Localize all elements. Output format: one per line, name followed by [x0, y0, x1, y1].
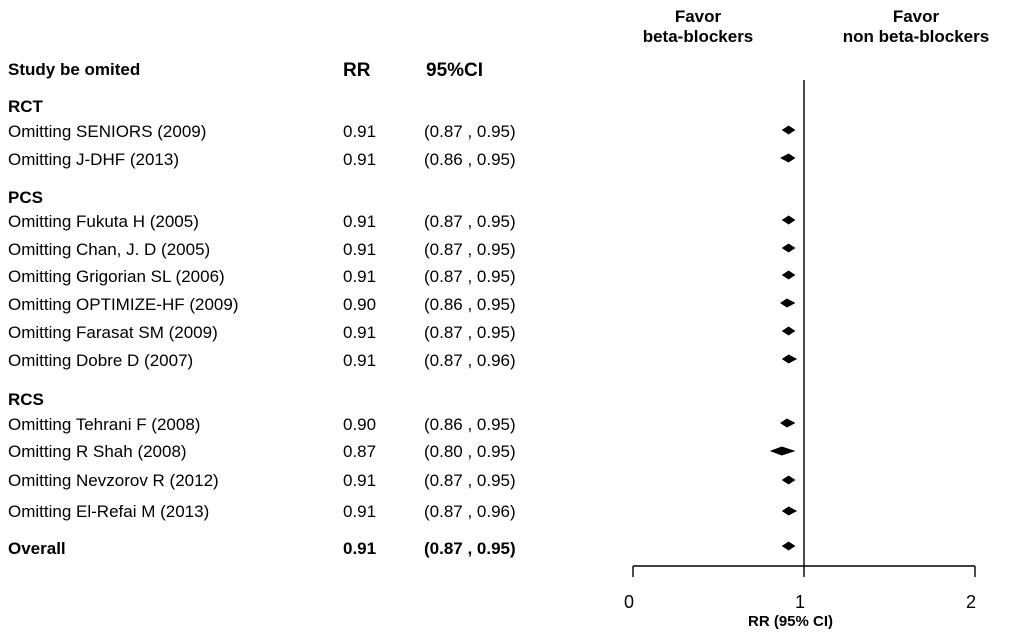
- rr-ci-marker: [780, 153, 796, 163]
- favor-right-line-2: non beta-blockers: [842, 27, 990, 46]
- study-label: Omitting El-Refai M (2013): [8, 502, 210, 521]
- rr-value: 0.91: [343, 267, 377, 286]
- favor-beta-blockers-label: Favor beta-blockers: [610, 7, 786, 47]
- group-label-pcs: PCS: [8, 188, 43, 207]
- rr-value: 0.91: [343, 150, 377, 169]
- favor-right-line-1: Favor: [892, 7, 940, 26]
- x-tick-label: 0: [624, 592, 634, 612]
- rr-ci-marker: [780, 298, 796, 308]
- forest-markers: [769, 125, 798, 551]
- study-label: Omitting SENIORS (2009): [8, 122, 207, 141]
- study-label: Omitting Dobre D (2007): [8, 351, 194, 370]
- ci-value: (0.80 , 0.95): [424, 442, 516, 461]
- ci-value: (0.87 , 0.95): [424, 471, 516, 490]
- ci-value: (0.87 , 0.95): [424, 122, 516, 141]
- ci-value: (0.87 , 0.96): [424, 351, 516, 370]
- ci-value: (0.87 , 0.95): [424, 240, 516, 259]
- overall-ci-value: (0.87 , 0.95): [424, 539, 516, 558]
- study-label: Omitting Nevzorov R (2012): [8, 471, 219, 490]
- x-axis-label: RR (95% CI): [748, 613, 834, 630]
- rr-value: 0.91: [343, 240, 377, 259]
- rr-ci-marker: [781, 475, 796, 485]
- rr-ci-marker: [780, 418, 796, 428]
- overall-rr-value: 0.91: [343, 539, 377, 558]
- rr-value: 0.91: [343, 351, 377, 370]
- rr-column-header: RR: [343, 60, 371, 81]
- rr-ci-marker: [781, 354, 798, 364]
- rr-value: 0.87: [343, 442, 377, 461]
- study-label: Omitting Farasat SM (2009): [8, 323, 218, 342]
- ci-value: (0.86 , 0.95): [424, 295, 516, 314]
- group-label-rct: RCT: [8, 97, 43, 116]
- rr-ci-marker: [781, 243, 796, 253]
- ci-value: (0.87 , 0.96): [424, 502, 516, 521]
- rr-value: 0.91: [343, 323, 377, 342]
- favor-left-line-2: beta-blockers: [642, 27, 754, 46]
- study-label: Omitting Chan, J. D (2005): [8, 240, 211, 259]
- rr-ci-marker: [769, 446, 796, 456]
- rr-value: 0.90: [343, 415, 377, 434]
- ci-value: (0.87 , 0.95): [424, 212, 516, 231]
- study-label: Omitting Fukuta H (2005): [8, 212, 199, 231]
- study-label: Omitting Grigorian SL (2006): [8, 267, 225, 286]
- favor-left-line-1: Favor: [674, 7, 722, 26]
- ci-value: (0.86 , 0.95): [424, 415, 516, 434]
- ci-value: (0.87 , 0.95): [424, 267, 516, 286]
- x-tick-label: 1: [795, 592, 805, 612]
- study-label: Omitting Tehrani F (2008): [8, 415, 201, 434]
- rr-ci-marker: [781, 125, 796, 135]
- rr-value: 0.91: [343, 122, 377, 141]
- overall-rr-ci-marker: [781, 541, 796, 551]
- rr-ci-marker: [781, 215, 796, 225]
- study-column-header: Study be omited: [8, 60, 141, 79]
- rr-value: 0.91: [343, 212, 377, 231]
- rr-ci-marker: [781, 506, 798, 516]
- study-label: Omitting J-DHF (2013): [8, 150, 179, 169]
- rr-value: 0.91: [343, 471, 377, 490]
- ci-value: (0.87 , 0.95): [424, 323, 516, 342]
- x-axis: 0 1 2: [624, 80, 976, 612]
- overall-label: Overall: [8, 539, 66, 558]
- ci-value: (0.86 , 0.95): [424, 150, 516, 169]
- x-tick-label: 2: [966, 592, 976, 612]
- rr-value: 0.90: [343, 295, 377, 314]
- favor-non-beta-blockers-label: Favor non beta-blockers: [818, 7, 1014, 47]
- study-label: Omitting OPTIMIZE-HF (2009): [8, 295, 239, 314]
- group-label-rcs: RCS: [8, 390, 44, 409]
- study-label: Omitting R Shah (2008): [8, 442, 187, 461]
- rr-value: 0.91: [343, 502, 377, 521]
- ci-column-header: 95%CI: [426, 60, 484, 81]
- rr-ci-marker: [781, 270, 796, 280]
- rr-ci-marker: [781, 326, 796, 336]
